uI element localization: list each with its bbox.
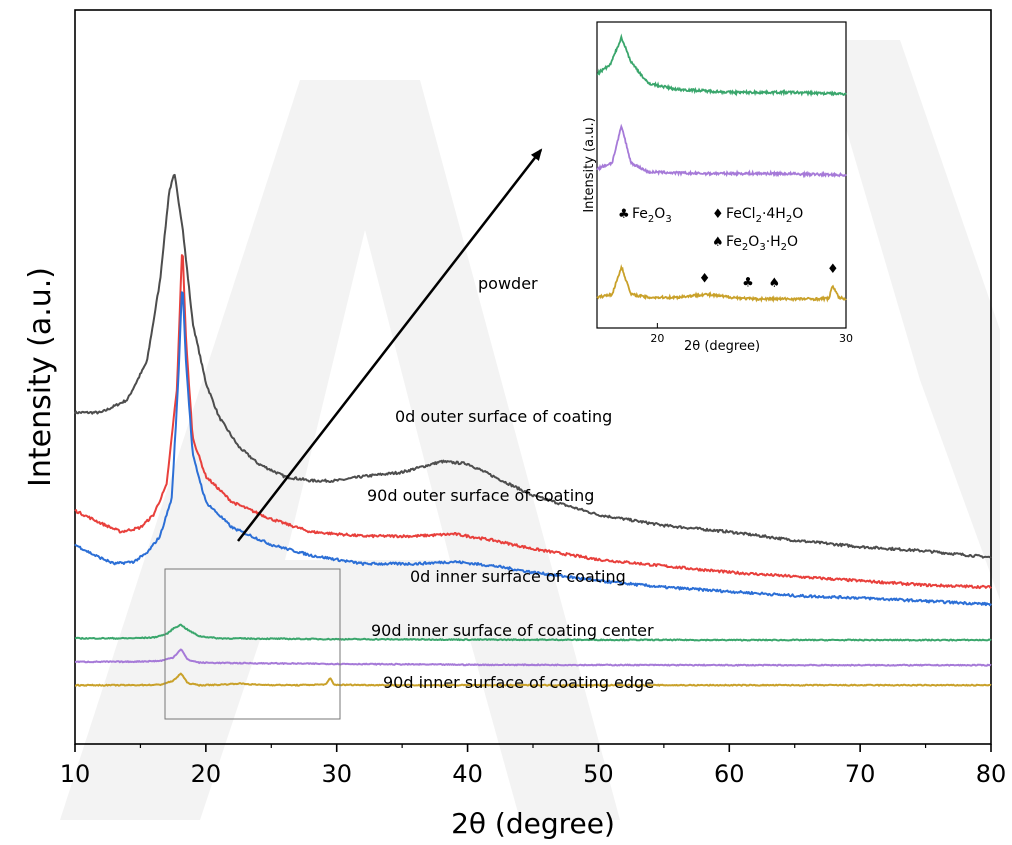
x-tick-label-20: 20 bbox=[191, 760, 222, 788]
inset-series-group bbox=[596, 33, 847, 304]
inset-x-axis-label: 2θ (degree) bbox=[684, 339, 760, 354]
inset-y-axis-label: Intensity (a.u.) bbox=[582, 117, 597, 212]
legend-symbol-2: ♦ bbox=[712, 207, 724, 222]
main-x-axis-label: 2θ (degree) bbox=[451, 807, 615, 840]
x-tick-label-80: 80 bbox=[976, 760, 1007, 788]
inset-x-tick-label-20: 20 bbox=[650, 332, 664, 345]
x-tick-label-30: 30 bbox=[321, 760, 352, 788]
label-90d-center: 90d inner surface of coating center bbox=[371, 621, 654, 640]
x-tick-label-60: 60 bbox=[714, 760, 745, 788]
series-line-90d-inner-surface-of-coating-center bbox=[75, 648, 992, 667]
x-tick-label-40: 40 bbox=[452, 760, 483, 788]
legend-symbol-1: ♣ bbox=[618, 207, 630, 222]
main-series-group bbox=[74, 173, 992, 687]
inset-series-line-2 bbox=[596, 123, 847, 179]
inset-peak-marker-4: ♦ bbox=[827, 262, 839, 277]
series-line-90d-inner-surface-of-coating-edge bbox=[75, 672, 992, 687]
legend-symbol-3: ♠ bbox=[712, 235, 724, 250]
x-tick-label-10: 10 bbox=[60, 760, 91, 788]
series-line-0d-outer-surface-of-coating bbox=[74, 254, 992, 590]
inset-peak-marker-3: ♠ bbox=[768, 276, 780, 291]
zoom-region-box bbox=[164, 568, 341, 720]
inset-series-line-1 bbox=[597, 33, 847, 97]
x-tick-label-70: 70 bbox=[845, 760, 876, 788]
series-line-0d-inner-surface-of-coating bbox=[74, 623, 992, 642]
watermark bbox=[60, 40, 1000, 820]
label-0d-outer: 0d outer surface of coating bbox=[395, 407, 612, 426]
inset-series-line-3 bbox=[596, 263, 847, 304]
inset-legend: ♣ Fe2O3 ♦ FeCl2·4H2O♠ Fe2O3·H2O bbox=[618, 206, 803, 253]
inset-x-tick-label-30: 30 bbox=[839, 332, 853, 345]
label-0d-inner: 0d inner surface of coating bbox=[410, 567, 626, 586]
inset-peak-marker-2: ♣ bbox=[742, 276, 754, 291]
legend-label-3: Fe2O3·H2O bbox=[726, 234, 798, 253]
legend-label-2: FeCl2·4H2O bbox=[726, 206, 803, 225]
main-y-axis-label: Intensity (a.u.) bbox=[23, 267, 58, 487]
main-x-ticks: 10 20 30 40 50 60 70 80 bbox=[60, 744, 1007, 788]
x-tick-label-50: 50 bbox=[583, 760, 614, 788]
series-line-90d-outer-surface-of-coating bbox=[74, 291, 992, 607]
inset-peak-markers: ♦ ♣ ♠ ♦ bbox=[699, 262, 839, 291]
series-line-powder bbox=[74, 173, 992, 559]
label-90d-edge: 90d inner surface of coating edge bbox=[383, 673, 654, 692]
inset-x-ticks: 20 30 bbox=[650, 323, 853, 345]
label-90d-outer: 90d outer surface of coating bbox=[367, 486, 594, 505]
trend-arrow bbox=[237, 148, 543, 542]
inset-peak-marker-1: ♦ bbox=[699, 271, 711, 286]
label-powder: powder bbox=[478, 274, 538, 293]
legend-label-1: Fe2O3 bbox=[632, 206, 672, 225]
